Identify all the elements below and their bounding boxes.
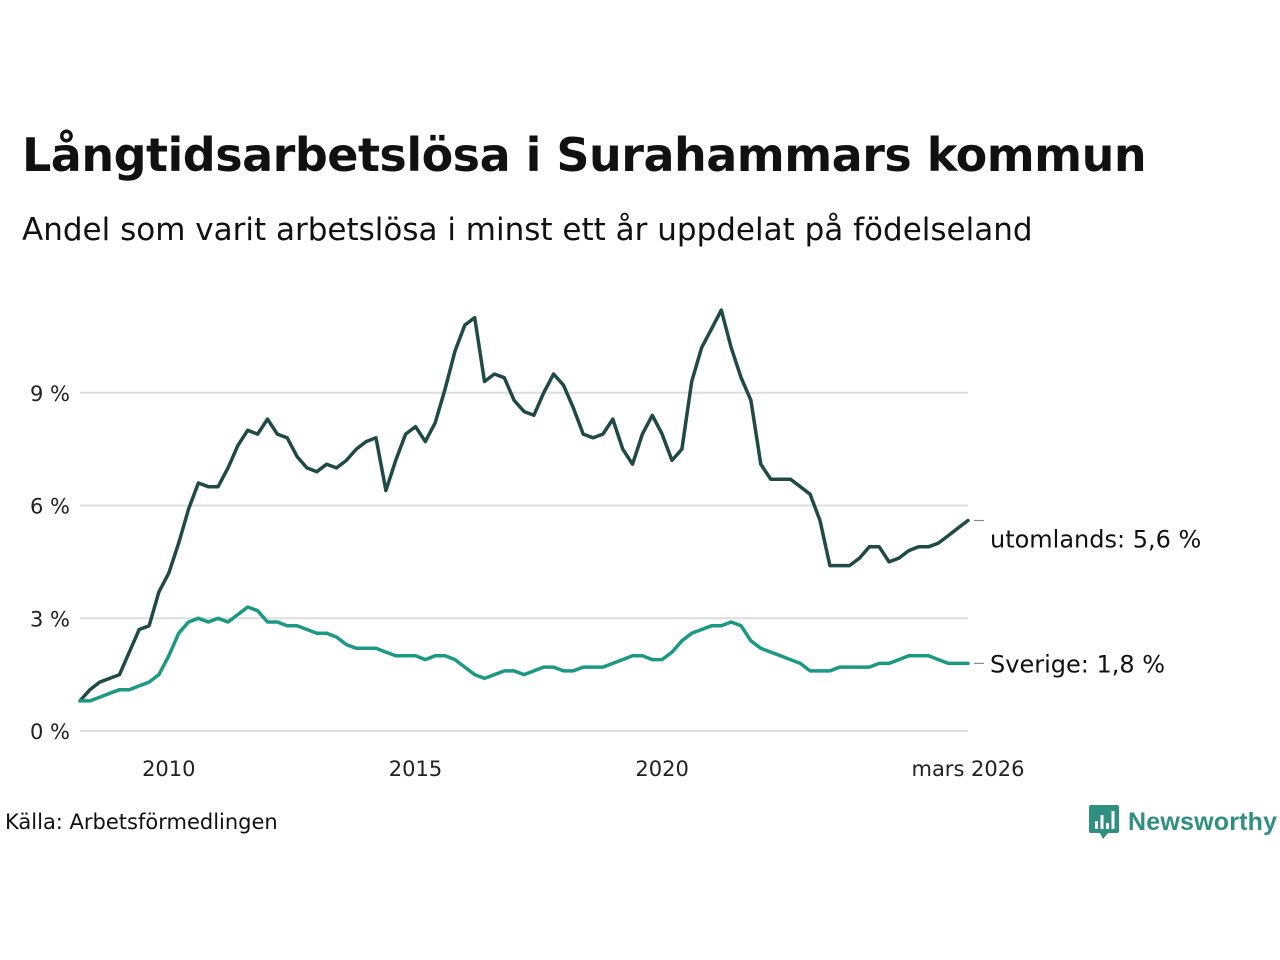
x-tick-label: 2010 bbox=[142, 757, 195, 781]
series-line-sverige bbox=[78, 605, 970, 703]
x-tick-label: 2020 bbox=[635, 757, 688, 781]
end-labels: utomlands: 5,6 % Sverige: 1,8 % bbox=[974, 519, 1201, 678]
y-tick-label: 9 % bbox=[30, 382, 70, 406]
y-tick-label: 0 % bbox=[30, 720, 70, 744]
chart-subtitle: Andel som varit arbetslösa i minst ett å… bbox=[22, 212, 1033, 248]
x-tick-label: 2015 bbox=[389, 757, 442, 781]
brand-name: Newsworthy bbox=[1128, 807, 1278, 836]
chart-title: Långtidsarbetslösa i Surahammars kommun bbox=[22, 128, 1147, 182]
end-label-sverige: Sverige: 1,8 % bbox=[990, 650, 1165, 678]
axis-labels: 0 % 3 % 6 % 9 % 2010 2015 2020 mars 2026 bbox=[30, 382, 1025, 781]
series-lines bbox=[78, 308, 970, 703]
y-tick-label: 3 % bbox=[30, 607, 70, 631]
source-note: Källa: Arbetsförmedlingen bbox=[5, 810, 278, 834]
series-line-utomlands bbox=[78, 308, 970, 703]
y-tick-label: 6 % bbox=[30, 495, 70, 519]
newsworthy-logo-icon bbox=[1089, 805, 1119, 839]
end-label-utomlands: utomlands: 5,6 % bbox=[990, 526, 1201, 554]
x-tick-label: mars 2026 bbox=[911, 757, 1024, 781]
brand-logo[interactable]: Newsworthy bbox=[1088, 803, 1277, 841]
grid-lines bbox=[80, 391, 968, 732]
